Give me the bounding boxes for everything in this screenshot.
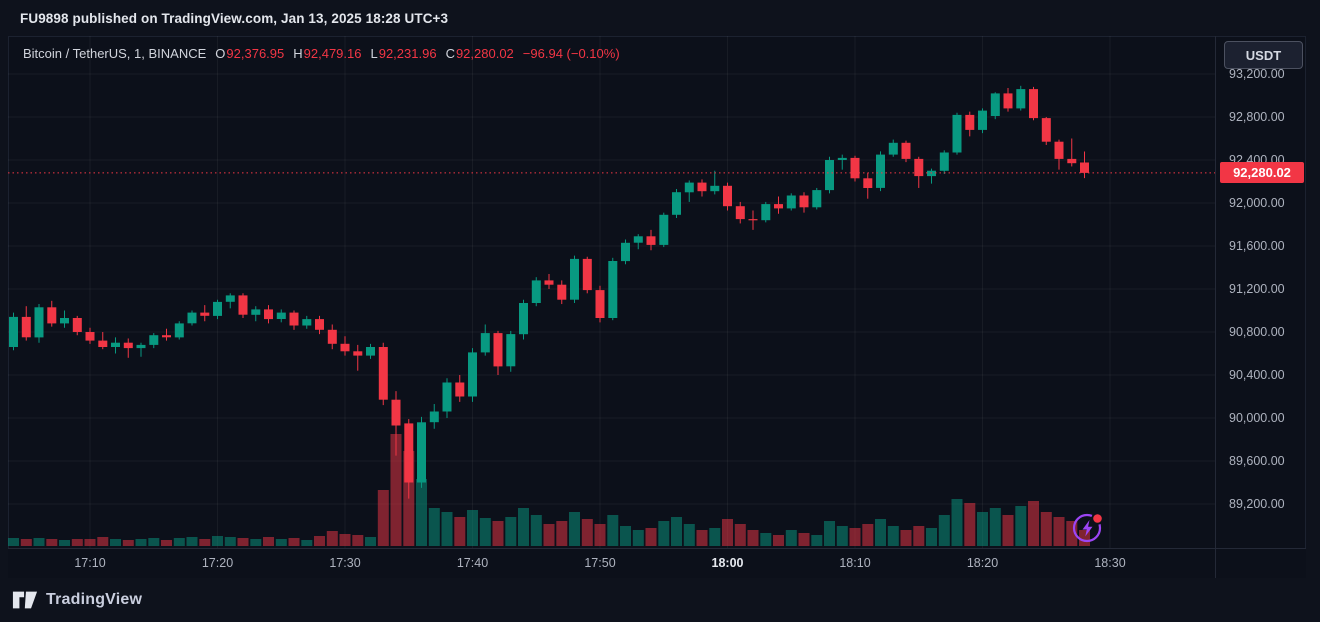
flash-boost-button[interactable] — [1069, 509, 1107, 547]
time-tick-label: 18:30 — [1094, 556, 1126, 570]
time-tick-label: 17:30 — [329, 556, 361, 570]
time-tick-label: 17:40 — [456, 556, 489, 570]
time-tick-label: 18:00 — [711, 556, 744, 570]
currency-toggle-button[interactable]: USDT — [1224, 41, 1303, 69]
price-tick-label: 89,600.00 — [1229, 453, 1285, 468]
price-axis[interactable]: 92,280.02 93,200.00 92,800.00 92,400.00 92,… — [1215, 36, 1306, 578]
chart-pane[interactable] — [8, 36, 1306, 578]
time-tick-label: 17:20 — [201, 556, 234, 570]
time-tick-label: 18:10 — [839, 556, 871, 570]
price-tick-label: 90,000.00 — [1229, 410, 1285, 425]
attribution-bar: FU9898 published on TradingView.com, Jan… — [0, 0, 1320, 36]
price-tick-label: 93,200.00 — [1229, 67, 1285, 81]
time-axis[interactable]: 17:10 17:20 17:30 17:40 17:50 18:00 18:10 18:20… — [8, 548, 1306, 578]
time-tick-label: 18:20 — [966, 556, 999, 570]
attribution-text: FU9898 published on TradingView.com, Jan… — [20, 10, 449, 26]
candles-layer — [9, 85, 1089, 499]
price-tick-label: 92,800.00 — [1229, 110, 1285, 124]
lightning-icon — [1072, 512, 1104, 543]
price-tick-label: 91,200.00 — [1229, 281, 1285, 296]
tradingview-logo-text[interactable]: TradingView — [46, 591, 143, 608]
current-price-tag: 92,280.02 — [1220, 162, 1304, 184]
price-tick-label: 90,400.00 — [1229, 367, 1285, 382]
time-tick-label: 17:50 — [584, 556, 616, 570]
price-tick-label: 91,600.00 — [1229, 238, 1285, 253]
footer: TradingView — [12, 587, 142, 613]
time-tick-label: 17:10 — [74, 556, 106, 570]
ohlc-c: C 92,280.02 — [445, 45, 514, 61]
tradingview-logo-icon[interactable] — [12, 590, 38, 610]
price-tick-label: 92,000.00 — [1229, 195, 1285, 210]
price-tick-label: 89,200.00 — [1229, 496, 1285, 511]
grid-lines — [8, 36, 1215, 548]
ohlc-o: O 92,376.95 — [215, 45, 285, 61]
symbol-legend: Bitcoin / TetherUS, 1, BINANCE O 92,376.9… — [23, 45, 620, 61]
notification-dot — [1093, 514, 1102, 523]
volume-bars — [8, 434, 1090, 546]
ohlc-values: O 92,376.95 H 92,479.16 L 92,231.96 C 92,280.02 — [215, 46, 514, 61]
price-tick-label: 90,800.00 — [1229, 324, 1285, 339]
ohlc-h: H 92,479.16 — [293, 45, 362, 61]
candlestick-chart[interactable] — [8, 36, 1306, 578]
symbol-title: Bitcoin / TetherUS, 1, BINANCE — [23, 45, 207, 61]
ohlc-l: L 92,231.96 — [370, 45, 437, 61]
price-change: −96.94 (−0.10%) — [522, 45, 620, 61]
